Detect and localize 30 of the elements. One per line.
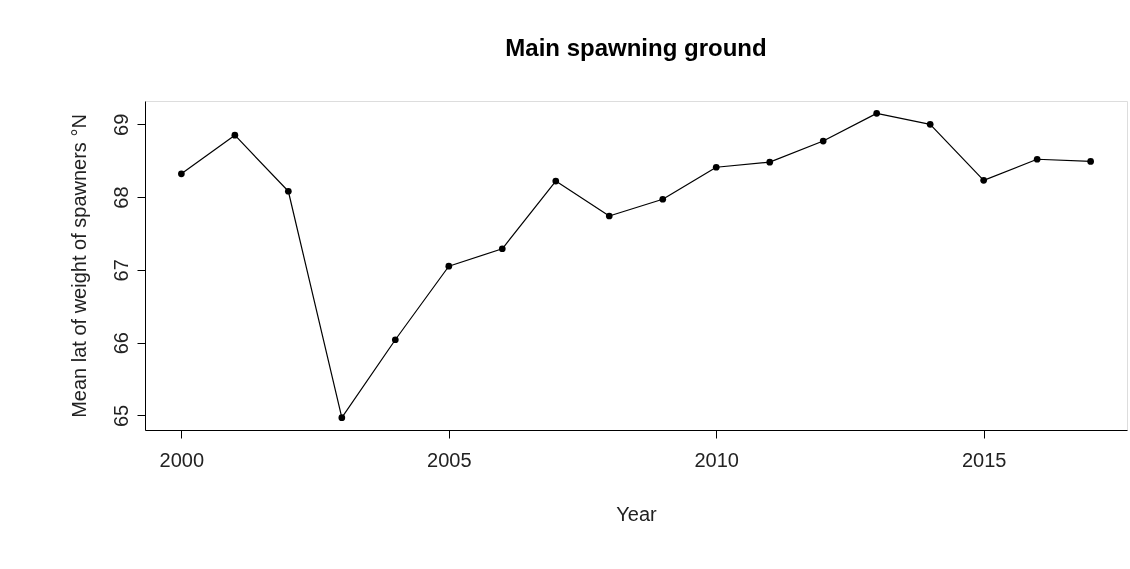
point xyxy=(1033,155,1041,163)
point xyxy=(766,158,774,166)
point xyxy=(284,187,292,195)
point xyxy=(926,120,934,128)
point xyxy=(338,414,346,421)
x-axis-title: Year xyxy=(616,502,658,525)
point xyxy=(1087,158,1094,165)
point xyxy=(712,163,720,171)
point xyxy=(552,177,560,185)
y-tick-label: 65 xyxy=(109,404,132,428)
point xyxy=(605,212,613,220)
x-tick-label: 2010 xyxy=(694,448,739,471)
point xyxy=(498,245,506,253)
point xyxy=(819,137,827,145)
point xyxy=(873,110,881,117)
point xyxy=(980,176,988,184)
point xyxy=(231,131,239,139)
y-tick-label: 69 xyxy=(109,113,132,136)
y-tick-label: 68 xyxy=(109,186,132,209)
point xyxy=(178,170,185,178)
point xyxy=(445,262,453,270)
point xyxy=(391,336,399,344)
x-tick-label: 2000 xyxy=(159,448,205,471)
y-tick-label: 66 xyxy=(109,332,132,355)
y-tick-label: 67 xyxy=(109,259,132,282)
chart-title: Main spawning ground xyxy=(505,34,767,61)
point xyxy=(659,195,667,203)
x-tick-label: 2015 xyxy=(961,448,1007,471)
y-axis-title: Mean lat of weight of spawners °N xyxy=(67,114,90,418)
x-tick-label: 2005 xyxy=(427,448,472,471)
